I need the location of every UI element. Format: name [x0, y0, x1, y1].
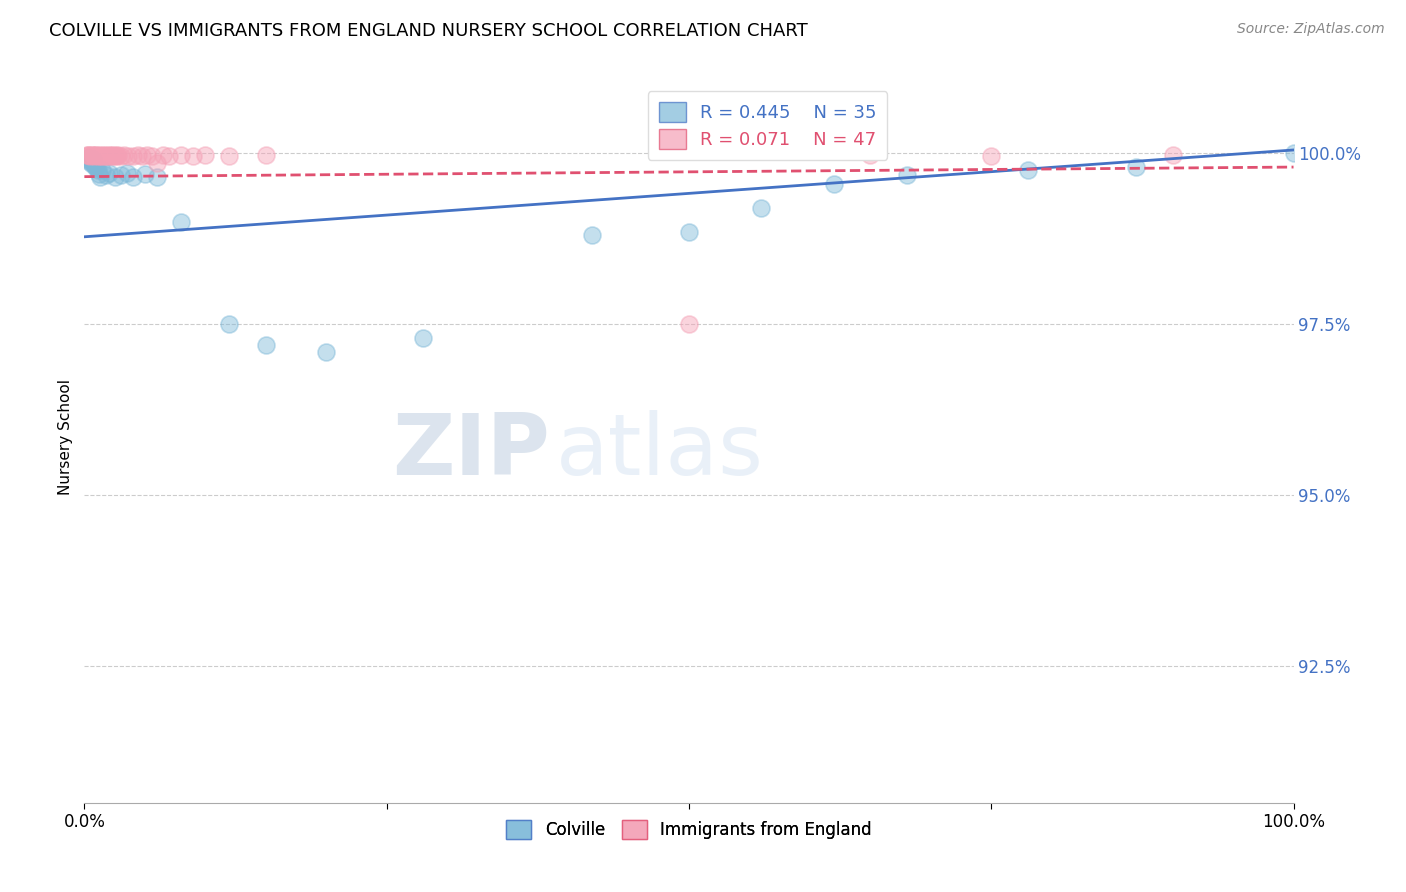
Point — [86, 148, 108, 162]
Point — [315, 344, 337, 359]
Point — [141, 149, 163, 163]
Point — [97, 148, 120, 162]
Point — [84, 159, 107, 173]
Point — [79, 154, 101, 169]
Point — [218, 318, 240, 332]
Text: atlas: atlas — [555, 410, 763, 493]
Point — [77, 153, 100, 168]
Point — [110, 168, 132, 182]
Point — [100, 148, 122, 162]
Point — [1125, 160, 1147, 174]
Point — [105, 149, 128, 163]
Point — [76, 148, 98, 162]
Point — [1161, 148, 1184, 162]
Point — [84, 148, 107, 162]
Point — [254, 148, 277, 162]
Point — [80, 148, 103, 162]
Point — [170, 148, 193, 162]
Point — [101, 149, 124, 163]
Point — [87, 167, 110, 181]
Point — [86, 163, 108, 178]
Point — [83, 149, 105, 163]
Point — [581, 228, 603, 243]
Point — [157, 149, 180, 163]
Point — [136, 148, 159, 162]
Point — [110, 149, 132, 163]
Point — [218, 149, 240, 163]
Point — [1017, 163, 1039, 178]
Point — [91, 163, 114, 178]
Point — [678, 318, 700, 332]
Point — [146, 156, 169, 170]
Point — [98, 149, 121, 163]
Point — [678, 225, 700, 239]
Point — [121, 149, 143, 163]
Point — [146, 170, 169, 185]
Point — [112, 148, 135, 162]
Point — [117, 149, 139, 163]
Point — [86, 149, 108, 163]
Point — [127, 148, 149, 162]
Point — [94, 148, 117, 162]
Point — [121, 170, 143, 185]
Point — [104, 170, 127, 185]
Point — [97, 165, 120, 179]
Point — [107, 148, 129, 162]
Point — [170, 215, 193, 229]
Point — [859, 148, 882, 162]
Point — [91, 149, 114, 163]
Point — [77, 151, 100, 165]
Point — [104, 148, 127, 162]
Text: Source: ZipAtlas.com: Source: ZipAtlas.com — [1237, 22, 1385, 37]
Legend: Colville, Immigrants from England: Colville, Immigrants from England — [499, 814, 879, 846]
Point — [93, 148, 115, 162]
Point — [115, 165, 138, 179]
Point — [82, 148, 104, 162]
Point — [412, 331, 434, 345]
Point — [77, 148, 100, 162]
Point — [104, 149, 127, 163]
Point — [152, 148, 174, 162]
Point — [89, 170, 111, 185]
Point — [103, 148, 125, 162]
Point — [254, 338, 277, 352]
Text: COLVILLE VS IMMIGRANTS FROM ENGLAND NURSERY SCHOOL CORRELATION CHART: COLVILLE VS IMMIGRANTS FROM ENGLAND NURS… — [49, 22, 808, 40]
Point — [896, 168, 918, 182]
Point — [134, 167, 156, 181]
Point — [87, 148, 110, 162]
Point — [83, 156, 105, 170]
Point — [89, 149, 111, 163]
Point — [94, 168, 117, 182]
Text: ZIP: ZIP — [392, 410, 550, 493]
Point — [980, 149, 1002, 163]
Point — [77, 148, 100, 162]
Point — [82, 155, 104, 169]
Y-axis label: Nursery School: Nursery School — [58, 379, 73, 495]
Point — [80, 152, 103, 166]
Point — [80, 156, 103, 170]
Point — [751, 201, 773, 215]
Point — [96, 149, 118, 163]
Point — [131, 149, 153, 163]
Point — [86, 161, 108, 176]
Point — [823, 177, 845, 191]
Point — [79, 149, 101, 163]
Point — [94, 149, 117, 163]
Point — [90, 148, 112, 162]
Point — [194, 148, 217, 162]
Point — [1282, 146, 1305, 161]
Point — [181, 149, 204, 163]
Point — [82, 153, 104, 168]
